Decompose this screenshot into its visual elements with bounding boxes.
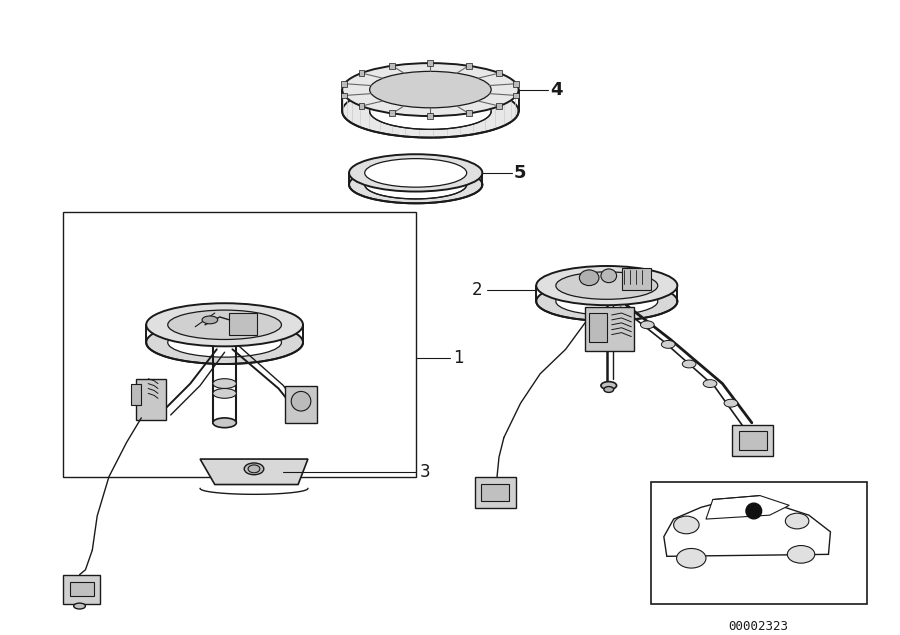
Ellipse shape — [601, 269, 617, 283]
Polygon shape — [706, 495, 789, 519]
Bar — [733, 425, 773, 456]
Bar — [285, 385, 317, 423]
Ellipse shape — [536, 266, 678, 305]
Text: 3: 3 — [419, 463, 430, 481]
Ellipse shape — [349, 166, 482, 203]
Bar — [131, 384, 141, 405]
Bar — [497, 70, 502, 76]
Text: 1: 1 — [453, 349, 464, 366]
Ellipse shape — [167, 328, 282, 357]
Polygon shape — [200, 459, 308, 485]
Ellipse shape — [703, 380, 717, 387]
Ellipse shape — [167, 310, 282, 340]
Text: 00002323: 00002323 — [729, 620, 788, 632]
Text: 2: 2 — [472, 281, 482, 300]
Bar — [497, 103, 502, 109]
Ellipse shape — [349, 154, 482, 192]
Ellipse shape — [342, 63, 518, 116]
Ellipse shape — [682, 360, 696, 368]
Ellipse shape — [342, 84, 518, 138]
Bar — [428, 113, 433, 119]
Text: 4: 4 — [550, 81, 562, 98]
Ellipse shape — [536, 282, 678, 321]
Ellipse shape — [364, 159, 467, 187]
Ellipse shape — [74, 603, 86, 609]
Ellipse shape — [212, 378, 237, 389]
Bar — [513, 93, 519, 98]
Ellipse shape — [202, 316, 218, 324]
Bar — [465, 110, 472, 116]
Ellipse shape — [673, 516, 699, 534]
Ellipse shape — [662, 340, 675, 349]
Bar — [590, 313, 607, 342]
Bar — [651, 481, 867, 604]
Ellipse shape — [364, 170, 467, 199]
Ellipse shape — [788, 545, 814, 563]
Ellipse shape — [641, 321, 654, 329]
Bar — [358, 70, 365, 76]
Bar — [70, 582, 94, 596]
Ellipse shape — [146, 304, 303, 346]
Bar — [389, 63, 395, 69]
Bar — [358, 103, 365, 109]
Bar — [137, 378, 166, 420]
Bar — [739, 431, 767, 450]
Bar — [622, 268, 651, 290]
Ellipse shape — [556, 272, 658, 299]
Ellipse shape — [146, 321, 303, 364]
Bar — [230, 313, 256, 335]
Circle shape — [746, 503, 761, 519]
Bar — [513, 81, 519, 86]
Ellipse shape — [556, 288, 658, 315]
Ellipse shape — [677, 549, 706, 568]
Ellipse shape — [724, 399, 738, 407]
Bar — [428, 60, 433, 66]
Bar — [63, 575, 100, 604]
Ellipse shape — [212, 418, 237, 428]
Ellipse shape — [292, 391, 310, 411]
Bar — [341, 93, 347, 98]
Polygon shape — [664, 500, 831, 556]
Bar — [341, 81, 347, 86]
Ellipse shape — [212, 389, 237, 398]
Ellipse shape — [580, 270, 599, 286]
Bar — [465, 63, 472, 69]
Bar — [474, 477, 516, 508]
Ellipse shape — [604, 387, 614, 392]
Bar — [389, 110, 395, 116]
Bar — [585, 307, 634, 351]
Ellipse shape — [244, 463, 264, 475]
Bar — [63, 212, 416, 477]
Ellipse shape — [248, 465, 260, 473]
Ellipse shape — [370, 93, 491, 130]
Ellipse shape — [370, 71, 491, 108]
Text: 5: 5 — [514, 164, 526, 182]
Ellipse shape — [786, 513, 809, 529]
Bar — [482, 483, 508, 501]
Ellipse shape — [601, 382, 617, 389]
